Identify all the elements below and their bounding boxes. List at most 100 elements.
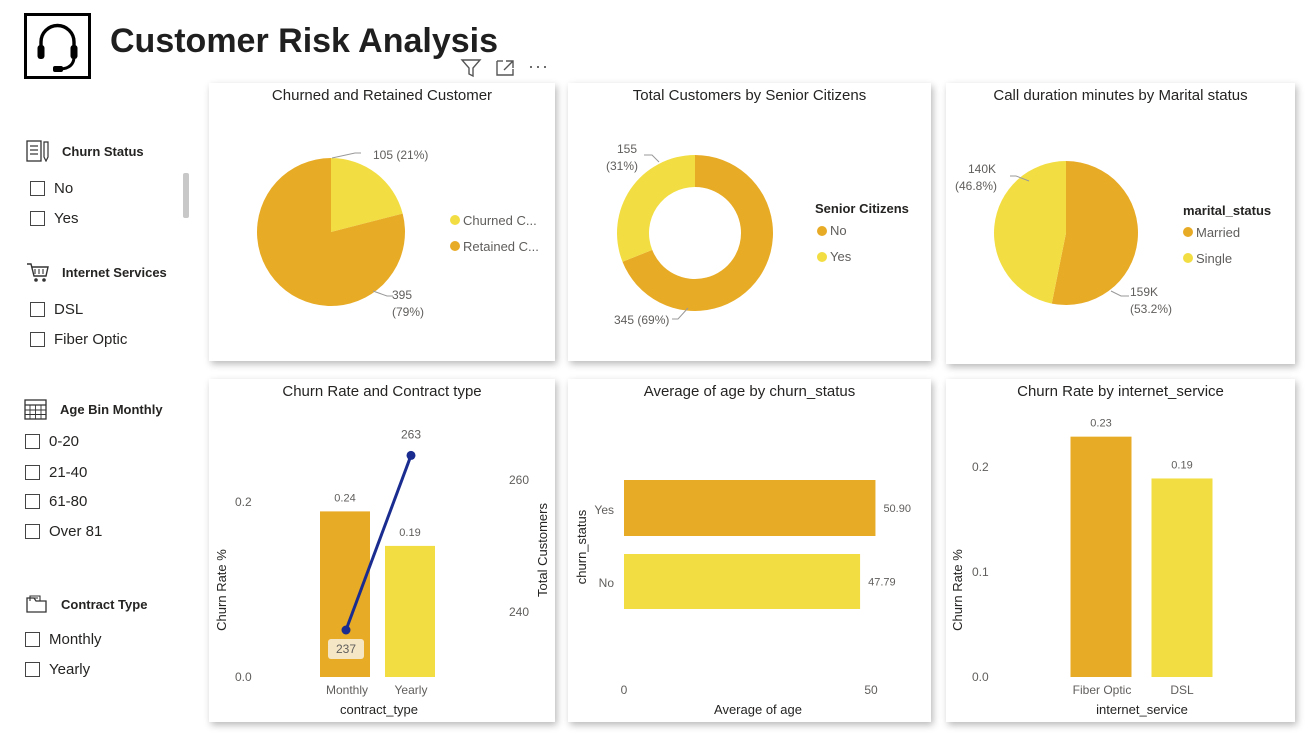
checkbox[interactable]: [25, 493, 40, 509]
x-tick-label: Fiber Optic: [1073, 683, 1132, 697]
slicer-option-yearly[interactable]: Yearly: [25, 658, 90, 680]
legend-marker-married: [1183, 227, 1193, 237]
horizontal-bar-chart-svg: churn_status Yes No 50.90 47.79 0 50 Aver…: [574, 480, 911, 717]
slicer-title: Age Bin Monthly: [60, 401, 163, 417]
donut-chart-svg: 155 (31%) 345 (69%) Senior Citizens No Y…: [606, 142, 909, 327]
slicer-option-yes[interactable]: Yes: [30, 207, 78, 229]
checkbox[interactable]: [25, 661, 40, 677]
checkbox[interactable]: [25, 433, 40, 449]
pie-slice-single[interactable]: [994, 161, 1066, 304]
more-options-button[interactable]: ···: [528, 56, 549, 76]
chart-title: Churn Rate by internet_service: [1017, 383, 1224, 400]
x-tick-label: Monthly: [326, 683, 368, 697]
chart-churned-retained[interactable]: Churned and Retained Customer 105 (21%) …: [209, 83, 555, 361]
slicer-option-over-81[interactable]: Over 81: [25, 520, 102, 542]
slice-label-married-value: 159K: [1130, 285, 1158, 299]
legend-marker-retained: [450, 241, 460, 251]
checkbox[interactable]: [30, 331, 45, 347]
option-label: 61-80: [49, 492, 88, 510]
line-data-label: 263: [401, 427, 421, 441]
slicer-scrollbar[interactable]: [183, 173, 189, 218]
y-tick-label: Yes: [594, 503, 614, 517]
legend-label-yes: Yes: [830, 249, 852, 264]
combo-chart-svg: 0.0 0.2 240 260 Churn Rate % Total Custo…: [214, 427, 550, 717]
legend-title: marital_status: [1183, 203, 1271, 218]
y-tick-label: 0.0: [972, 670, 989, 684]
y-tick-label: 0.0: [235, 670, 252, 684]
y-tick-label: No: [599, 576, 615, 590]
option-label: Yearly: [49, 660, 91, 678]
bar-yes[interactable]: [624, 480, 876, 536]
slicer-option-0-20[interactable]: 0-20: [25, 430, 79, 452]
slicer-title: Contract Type: [61, 596, 148, 612]
line-point[interactable]: [406, 450, 416, 460]
bar-data-label: 0.19: [1171, 459, 1192, 471]
pie-slice-yes[interactable]: [617, 155, 695, 262]
y-tick-label: 0.2: [235, 495, 252, 509]
checkbox[interactable]: [30, 180, 45, 196]
y-axis-title: Churn Rate %: [950, 549, 965, 631]
bar-data-label: 47.79: [868, 577, 896, 589]
filter-icon[interactable]: [460, 58, 482, 78]
line-point[interactable]: [341, 625, 351, 635]
option-label: No: [54, 179, 74, 197]
x-axis-title: contract_type: [340, 702, 418, 717]
chart-title: Churn Rate and Contract type: [282, 383, 482, 400]
legend-label-churned: Churned C...: [463, 213, 537, 228]
slice-label-single-pct: (46.8%): [955, 179, 997, 193]
chart-senior-citizens[interactable]: Total Customers by Senior Citizens 155 (…: [568, 83, 931, 361]
line-series-total-customers[interactable]: [344, 454, 413, 631]
slicer-option-monthly[interactable]: Monthly: [25, 628, 102, 650]
chart-churn-rate-contract[interactable]: Churn Rate and Contract type 0.0 0.2 240…: [209, 379, 555, 722]
checkbox[interactable]: [25, 631, 40, 647]
y2-tick-label: 260: [509, 473, 529, 487]
pie-slice-retained-c[interactable]: [257, 158, 405, 306]
slicer-option-dsl[interactable]: DSL: [30, 298, 83, 320]
pie-slice-churned-c[interactable]: [331, 158, 403, 232]
slice-label-no: 345 (69%): [614, 313, 669, 327]
x-tick-label: Yearly: [395, 683, 428, 697]
option-label: Yes: [54, 209, 79, 227]
slicer-header-internet-services: Internet Services: [26, 261, 167, 283]
slicer-option-fiber-optic[interactable]: Fiber Optic: [30, 328, 127, 350]
legend-marker-no: [817, 226, 827, 236]
x-tick-label: 50: [864, 683, 878, 697]
slice-label-married-pct: (53.2%): [1130, 302, 1172, 316]
checkbox[interactable]: [25, 464, 40, 480]
folder-icon: [26, 595, 47, 613]
bar-yearly[interactable]: [385, 545, 435, 677]
focus-mode-icon[interactable]: [494, 58, 516, 78]
slicer-option-no[interactable]: No: [30, 177, 73, 199]
bar-chart-svg: Churn Rate % 0.0 0.1 0.2 0.23 0.19 Fiber …: [950, 418, 1213, 717]
headset-icon: [37, 23, 78, 72]
bar-no[interactable]: [624, 554, 861, 609]
pie-slice-married[interactable]: [1051, 161, 1138, 306]
chart-call-duration-marital[interactable]: Call duration minutes by Marital status …: [946, 83, 1295, 364]
bar-fiber-optic[interactable]: [1070, 436, 1132, 677]
option-label: Over 81: [49, 522, 103, 540]
page-title: Customer Risk Analysis: [110, 22, 498, 60]
slicer-option-21-40[interactable]: 21-40: [25, 461, 87, 483]
slice-label-retained-pct: (79%): [392, 305, 424, 319]
bar-data-label: 0.23: [1090, 418, 1111, 430]
checkbox[interactable]: [30, 210, 45, 226]
chart-churn-rate-internet[interactable]: Churn Rate by internet_service Churn Rat…: [946, 379, 1295, 722]
option-label: 0-20: [49, 432, 80, 450]
bar-dsl[interactable]: [1151, 478, 1213, 677]
calendar-icon: [24, 399, 47, 420]
legend-marker-yes: [817, 252, 827, 262]
slicer-option-61-80[interactable]: 61-80: [25, 490, 87, 512]
checkbox[interactable]: [25, 523, 40, 539]
line-label-box: [328, 639, 364, 659]
y-tick-label: 0.2: [972, 460, 989, 474]
y2-tick-label: 240: [509, 605, 529, 619]
legend-marker-churned: [450, 215, 460, 225]
checkbox[interactable]: [30, 301, 45, 317]
pie-slice-no[interactable]: [622, 155, 773, 311]
legend-marker-single: [1183, 253, 1193, 263]
cart-icon: [27, 263, 49, 282]
bar-data-label: 50.90: [883, 503, 911, 515]
slice-label-yes-value: 155: [617, 142, 637, 156]
slicer-header-contract-type: Contract Type: [25, 593, 147, 615]
chart-average-age-churn[interactable]: Average of age by churn_status churn_sta…: [568, 379, 931, 722]
